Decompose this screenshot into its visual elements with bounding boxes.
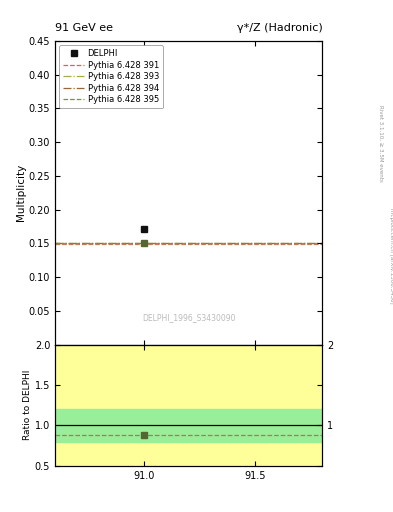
Text: mcplots.cern.ch [arXiv:1306.3436]: mcplots.cern.ch [arXiv:1306.3436]: [389, 208, 393, 304]
Bar: [55, 409, 322, 442]
Text: DELPHI_1996_S3430090: DELPHI_1996_S3430090: [142, 313, 235, 322]
Text: γ*/Z (Hadronic): γ*/Z (Hadronic): [237, 23, 322, 33]
Text: Rivet 3.1.10, ≥ 3.5M events: Rivet 3.1.10, ≥ 3.5M events: [379, 105, 384, 182]
Bar: [55, 345, 322, 466]
Y-axis label: Ratio to DELPHI: Ratio to DELPHI: [23, 370, 32, 440]
Legend: DELPHI, Pythia 6.428 391, Pythia 6.428 393, Pythia 6.428 394, Pythia 6.428 395: DELPHI, Pythia 6.428 391, Pythia 6.428 3…: [59, 45, 163, 109]
Text: 91 GeV ee: 91 GeV ee: [55, 23, 113, 33]
Y-axis label: Multiplicity: Multiplicity: [16, 164, 26, 221]
